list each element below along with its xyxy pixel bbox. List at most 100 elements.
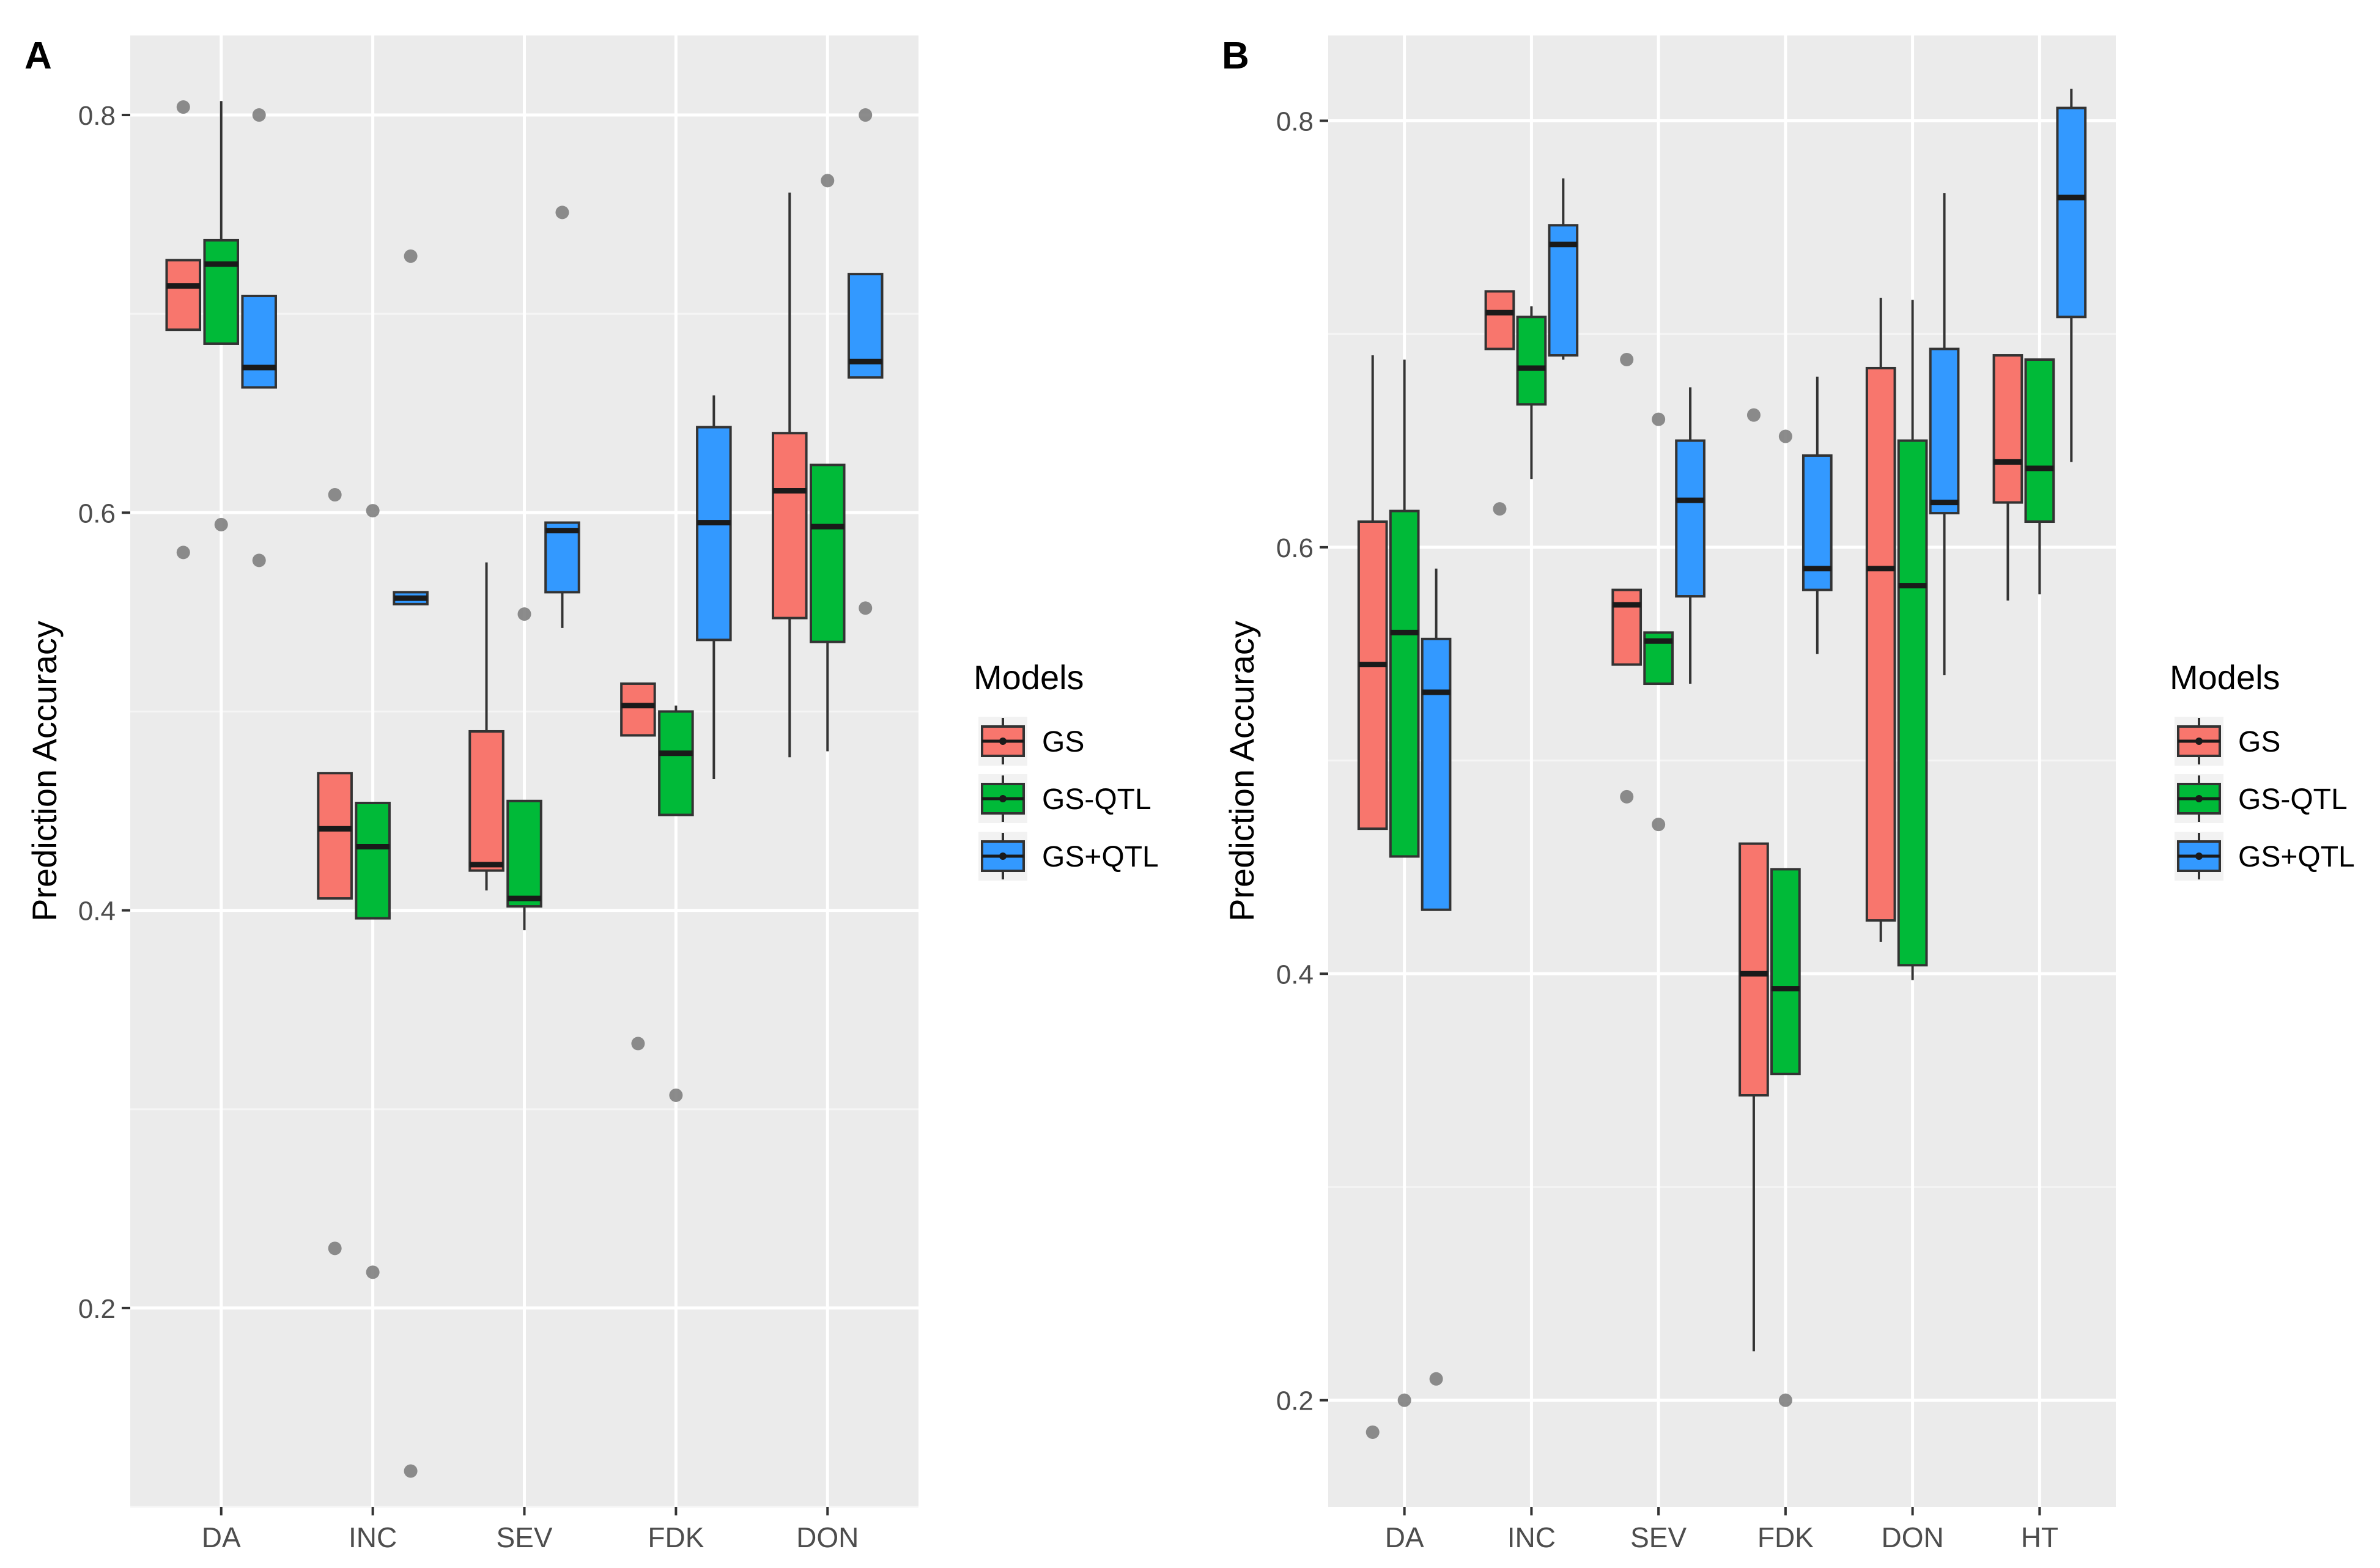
box-gs-qtl-inc xyxy=(1548,178,1579,360)
box-body xyxy=(506,799,542,908)
box-body xyxy=(1992,354,2023,504)
legend-key xyxy=(978,832,1027,881)
box-gs-sev xyxy=(468,562,504,891)
outlier-point xyxy=(1397,1393,1411,1407)
box-body xyxy=(1421,637,1452,911)
box-gs-qtl-ht xyxy=(2024,358,2055,594)
legend-title: Models xyxy=(974,658,1084,697)
box-body xyxy=(620,682,656,737)
outlier-point xyxy=(214,517,228,531)
outlier-point xyxy=(555,205,569,220)
box-body xyxy=(1389,509,1420,858)
outlier-point xyxy=(366,504,380,518)
x-tick-label: SEV xyxy=(496,1522,552,1553)
box-gs-qtl-don xyxy=(847,108,884,615)
panel-tag: B xyxy=(1222,35,1249,77)
outlier-point xyxy=(252,108,266,122)
box-gs-don xyxy=(772,192,808,758)
box-body xyxy=(1770,868,1801,1076)
box-gs-qtl-da xyxy=(1421,568,1452,1386)
y-tick-label: 0.4 xyxy=(1276,960,1314,989)
x-tick-label: DA xyxy=(202,1522,241,1553)
box-gs-don xyxy=(1865,297,1896,942)
legend: Models GS GS-QTL GS+QTL xyxy=(2170,658,2355,881)
legend-key-dot xyxy=(999,738,1007,745)
legend-label: GS+QTL xyxy=(1042,841,1159,873)
legend-key xyxy=(2175,832,2223,881)
box-body xyxy=(1484,290,1515,350)
box-body xyxy=(1739,842,1769,1097)
legend-key xyxy=(2175,717,2223,766)
box-body xyxy=(772,432,808,619)
outlier-point xyxy=(1620,353,1634,367)
outlier-point xyxy=(1493,502,1507,516)
outlier-point xyxy=(1366,1425,1380,1439)
box-body xyxy=(1611,588,1643,666)
outlier-point xyxy=(1429,1372,1443,1386)
outlier-point xyxy=(176,100,190,114)
box-gs-qtl-sev xyxy=(1643,412,1674,832)
outlier-point xyxy=(328,1241,342,1256)
box-gs-fdk xyxy=(1739,408,1769,1352)
box-body xyxy=(203,239,239,345)
box-gs-qtl-fdk xyxy=(1770,429,1801,1407)
box-body xyxy=(1929,347,1960,515)
y-tick-label: 0.4 xyxy=(78,897,116,926)
box-gs-qtl-sev xyxy=(1675,387,1706,684)
box-gs-da xyxy=(1357,355,1388,1439)
box-gs-da xyxy=(165,100,202,560)
box-gs-qtl-fdk xyxy=(1802,376,1833,654)
x-tick-label: INC xyxy=(1507,1522,1556,1553)
box-body xyxy=(810,464,846,643)
legend: Models GS GS-QTL GS+QTL xyxy=(974,658,1159,881)
outlier-point xyxy=(859,108,873,122)
y-tick-label: 0.2 xyxy=(1276,1386,1314,1416)
legend-key-dot xyxy=(999,795,1007,802)
box-body xyxy=(2024,358,2055,523)
x-tick-label: DON xyxy=(796,1522,859,1553)
box-body xyxy=(1675,439,1706,598)
panel-a: 0.2 0.4 0.6 0.8 DA INC SEV FDK DON Prediction Acc… xyxy=(24,35,1159,1553)
box-gs-qtl-sev xyxy=(506,607,542,931)
x-tick-label: INC xyxy=(349,1522,397,1553)
box-body xyxy=(1897,439,1928,967)
y-tick-label: 0.2 xyxy=(78,1294,116,1324)
box-body xyxy=(165,259,202,331)
box-body xyxy=(355,802,391,920)
x-tick-label: DA xyxy=(1385,1522,1424,1553)
box-gs-qtl-inc xyxy=(1516,306,1547,479)
x-tick-label: DON xyxy=(1881,1522,1943,1553)
box-gs-qtl-da xyxy=(241,108,277,568)
box-gs-fdk xyxy=(620,682,656,1051)
box-gs-qtl-sev xyxy=(544,205,580,628)
box-body xyxy=(468,730,504,872)
outlier-point xyxy=(669,1088,683,1102)
box-body xyxy=(696,426,732,642)
box-gs-ht xyxy=(1992,354,2023,601)
outlier-point xyxy=(517,607,531,621)
box-gs-qtl-da xyxy=(1389,360,1420,1407)
box-gs-qtl-fdk xyxy=(658,705,694,1102)
box-gs-inc xyxy=(1484,290,1515,516)
box-body xyxy=(658,710,694,816)
y-axis-title: Prediction Accuracy xyxy=(1222,621,1261,922)
legend-key-dot xyxy=(2195,852,2203,860)
y-tick-label: 0.6 xyxy=(1276,533,1314,563)
legend-key-dot xyxy=(999,852,1007,860)
box-gs-qtl-don xyxy=(1929,193,1960,676)
box-gs-inc xyxy=(317,488,353,1256)
outlier-point xyxy=(366,1265,380,1279)
outlier-point xyxy=(1746,408,1761,422)
box-body xyxy=(2056,106,2087,319)
legend-key-dot xyxy=(2195,738,2203,745)
panel-b: 0.2 0.4 0.6 0.8 DA INC SEV FDK DON HT Prediction A… xyxy=(1222,35,2355,1553)
legend-label: GS+QTL xyxy=(2238,841,2355,873)
box-body xyxy=(1357,520,1388,830)
x-tick-label: FDK xyxy=(648,1522,704,1553)
outlier-point xyxy=(859,601,873,615)
outlier-point xyxy=(821,174,835,188)
outlier-point xyxy=(328,488,342,502)
box-gs-qtl-fdk xyxy=(696,395,732,780)
y-tick-label: 0.8 xyxy=(1276,106,1314,136)
